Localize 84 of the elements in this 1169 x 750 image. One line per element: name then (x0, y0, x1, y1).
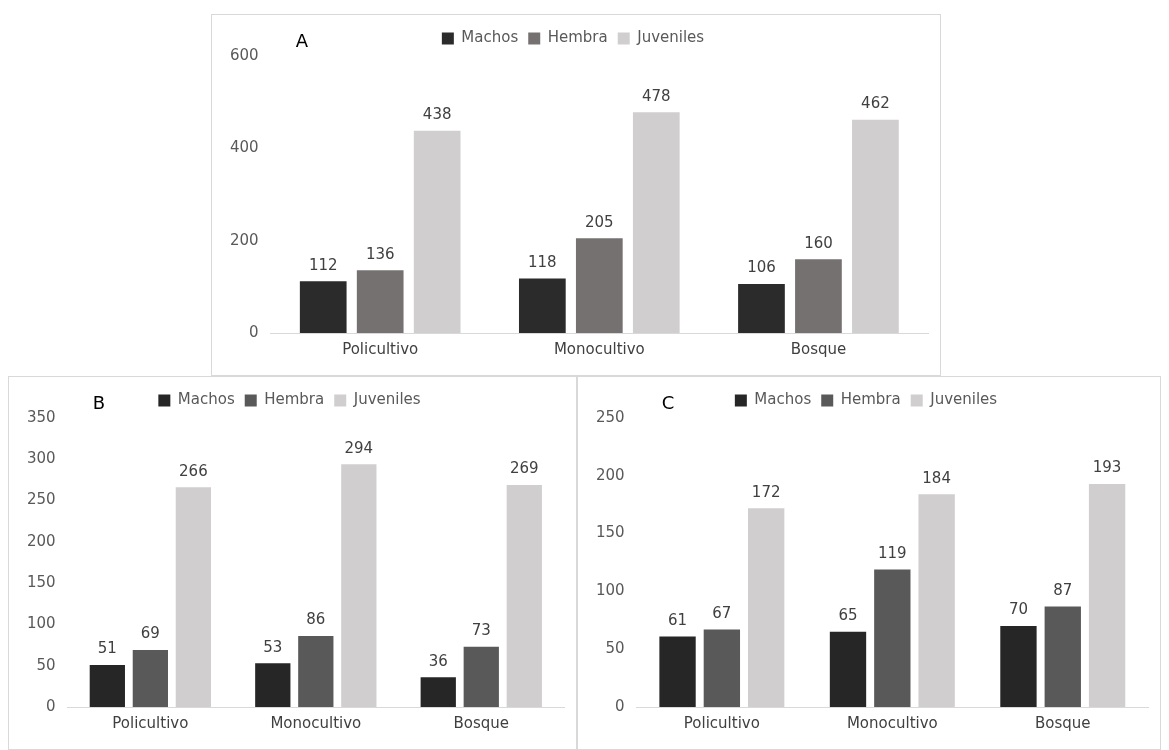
x-tick-label: Monocultivo (270, 713, 362, 732)
data-label: 67 (712, 603, 732, 622)
bar (255, 663, 291, 707)
y-tick-label: 50 (605, 639, 625, 658)
y-tick-label: 50 (36, 655, 56, 674)
bar (518, 278, 566, 333)
y-tick-label: 350 (26, 407, 56, 426)
bar (659, 636, 696, 707)
bar (356, 270, 404, 333)
bar (829, 631, 867, 707)
bar (299, 281, 347, 333)
data-label: 269 (509, 459, 539, 478)
bar (703, 629, 741, 707)
y-tick-label: 200 (229, 230, 259, 249)
data-label: 73 (471, 621, 491, 640)
y-tick-label: 0 (615, 696, 625, 715)
bar (298, 635, 334, 707)
bar (463, 646, 499, 707)
text: A (295, 29, 309, 51)
text: C (661, 391, 675, 413)
data-label: 478 (641, 86, 671, 105)
data-label: 136 (365, 244, 395, 263)
data-label: 70 (1008, 600, 1028, 619)
data-label: 184 (922, 468, 951, 487)
bar (1044, 606, 1081, 707)
x-tick-label: Bosque (1035, 713, 1091, 732)
x-tick-label: Monocultivo (553, 339, 645, 358)
x-tick-label: Bosque (453, 713, 510, 732)
bar (420, 677, 456, 707)
bar (575, 238, 623, 333)
bar (795, 259, 842, 333)
x-tick-label: Monocultivo (846, 713, 938, 732)
y-tick-label: 300 (26, 449, 56, 468)
data-label: 438 (422, 105, 452, 124)
y-tick-label: 600 (229, 45, 259, 64)
data-label: 193 (1092, 458, 1122, 477)
data-label: 36 (428, 651, 448, 670)
y-tick-label: 200 (26, 531, 56, 550)
data-label: 65 (838, 606, 858, 625)
bar (132, 650, 168, 707)
y-tick-label: 0 (249, 322, 259, 341)
data-label: 112 (308, 255, 338, 274)
data-label: 462 (861, 94, 890, 113)
legend-label: Machos (177, 390, 235, 409)
x-tick-label: Bosque (790, 339, 847, 358)
y-tick-label: 250 (595, 407, 625, 426)
data-label: 266 (179, 461, 208, 480)
data-label: 205 (584, 212, 614, 231)
bar (1000, 626, 1037, 707)
data-label: 61 (667, 610, 688, 629)
data-label: 69 (140, 624, 160, 643)
legend-label: Juveniles (352, 390, 421, 409)
y-tick-label: 250 (26, 490, 56, 509)
legend-label: Hembra (840, 390, 901, 409)
data-label: 119 (877, 543, 907, 562)
legend-label: Machos (461, 28, 519, 47)
data-label: 294 (344, 438, 374, 457)
x-tick-label: Policultivo (112, 713, 189, 732)
y-tick-label: 150 (595, 523, 625, 542)
data-label: 106 (747, 258, 776, 277)
x-tick-label: Policultivo (683, 713, 760, 732)
bar (738, 284, 785, 333)
legend-label: Juveniles (636, 28, 705, 47)
y-tick-label: 200 (595, 465, 625, 484)
data-label: 118 (528, 252, 557, 271)
data-label: 51 (97, 639, 117, 658)
legend-label: Juveniles (929, 390, 998, 409)
bar (874, 569, 911, 707)
y-tick-label: 400 (229, 138, 259, 157)
bar (89, 664, 125, 707)
legend-label: Machos (754, 390, 812, 409)
data-label: 160 (804, 233, 833, 252)
y-tick-label: 0 (46, 696, 56, 715)
legend-label: Hembra (547, 28, 608, 47)
data-label: 172 (751, 482, 781, 501)
data-label: 53 (263, 637, 283, 656)
y-tick-label: 100 (595, 581, 625, 600)
data-label: 86 (306, 610, 326, 629)
legend-label: Hembra (264, 390, 325, 409)
text: B (92, 391, 105, 413)
data-label: 87 (1053, 580, 1073, 599)
y-tick-label: 150 (26, 573, 56, 592)
x-tick-label: Policultivo (342, 339, 419, 358)
y-tick-label: 100 (26, 614, 56, 633)
